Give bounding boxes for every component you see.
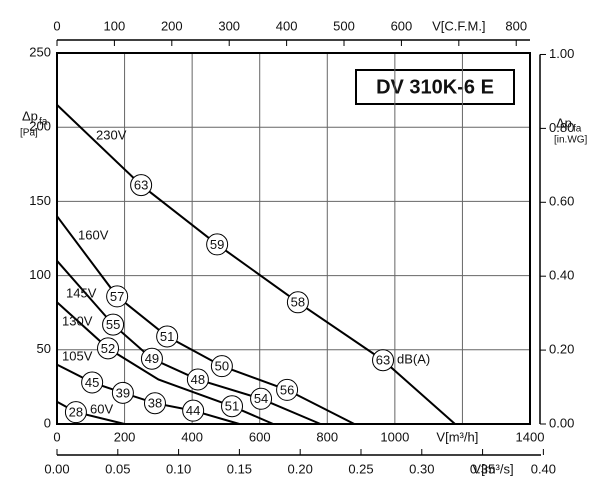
bottom2-tick-label: 0.20: [288, 461, 313, 476]
sound-level-marker: [130, 174, 153, 197]
sound-level-label: 51: [225, 399, 239, 414]
sound-level-marker: [140, 347, 163, 370]
y2-tick-label: 0.00: [549, 415, 574, 430]
bottom2-tick-label: 0.00: [44, 461, 69, 476]
sound-level-label: 58: [291, 295, 305, 310]
sound-level-marker: [221, 395, 244, 418]
axis-label-unit: [in.WG]: [554, 135, 588, 146]
sound-level-label: 28: [69, 405, 83, 420]
curve: [56, 215, 355, 425]
x-tick-label: 1400: [516, 429, 545, 444]
curve: [56, 301, 274, 425]
sound-unit-label: dB(A): [397, 352, 430, 367]
sound-level-marker: [186, 368, 209, 391]
chart-title: DV 310K-6 E: [376, 76, 494, 98]
top-tick-label: 500: [333, 18, 355, 33]
sound-level-label: 44: [186, 403, 200, 418]
bottom2-tick-label: 0.05: [105, 461, 130, 476]
y-tick-label: 100: [29, 267, 51, 282]
sound-level-marker: [156, 325, 179, 348]
title-box: [355, 69, 515, 105]
sound-level-label: 49: [145, 351, 159, 366]
sound-level-label: 54: [254, 391, 268, 406]
x-tick-label: V[m³/h]: [436, 429, 478, 444]
sound-level-marker: [286, 291, 309, 314]
x-tick-label: 0: [53, 429, 60, 444]
top-tick-label: 0: [53, 18, 60, 33]
y2-tick-label: 0.60: [549, 194, 574, 209]
sound-level-marker: [143, 392, 166, 415]
bottom2-tick-label: 0.10: [166, 461, 191, 476]
sound-level-label: 55: [106, 317, 120, 332]
sound-level-marker: [372, 349, 395, 372]
y-tick-label: 0: [44, 415, 51, 430]
axis-label-subscript: fa: [39, 117, 48, 128]
sound-level-label: 45: [85, 375, 99, 390]
curve: [56, 104, 456, 425]
x-tick-label: 200: [114, 429, 136, 444]
legend-label: 230V: [96, 127, 127, 142]
bottom2-tick-label: 0.35: [470, 461, 495, 476]
sound-level-label: 39: [116, 385, 130, 400]
sound-level-label: 63: [134, 178, 148, 193]
sound-level-marker: [64, 401, 87, 424]
sound-level-marker: [182, 399, 205, 422]
legend-label: 60V: [90, 401, 113, 416]
y-tick-label: 150: [29, 193, 51, 208]
sound-level-label: 57: [110, 289, 124, 304]
sound-level-label: 48: [191, 372, 205, 387]
axis-label-subscript: fa: [573, 124, 582, 135]
sound-level-label: 50: [215, 359, 229, 374]
y2-tick-label: 0.20: [549, 342, 574, 357]
sound-level-marker: [97, 337, 120, 360]
x-tick-label: 600: [249, 429, 271, 444]
sound-level-label: 59: [210, 237, 224, 252]
axis-label-symbol: Δp: [22, 108, 38, 123]
y2-tick-label: 1.00: [549, 46, 574, 61]
sound-level-marker: [102, 313, 125, 336]
sound-level-marker: [206, 233, 229, 256]
top-tick-label: 300: [218, 18, 240, 33]
y-tick-label: 50: [37, 341, 51, 356]
bottom2-tick-label: 0.30: [409, 461, 434, 476]
sound-level-label: 52: [101, 341, 115, 356]
legend-label: 160V: [78, 227, 109, 242]
bottom2-tick-label: 0.15: [227, 461, 252, 476]
sound-level-marker: [210, 355, 233, 378]
sound-level-marker: [111, 381, 134, 404]
y-tick-label: 250: [29, 44, 51, 59]
sound-level-marker: [81, 371, 104, 394]
top-tick-label: 600: [391, 18, 413, 33]
legend-label: 105V: [62, 348, 93, 363]
sound-level-label: 51: [160, 329, 174, 344]
sound-level-label: 38: [148, 396, 162, 411]
top-tick-label: 800: [505, 18, 527, 33]
bottom2-tick-label: 0.40: [531, 461, 556, 476]
top-tick-label: 400: [276, 18, 298, 33]
bottom2-tick-label: 0.25: [348, 461, 373, 476]
x-tick-label: 800: [316, 429, 338, 444]
legend-label: 130V: [62, 313, 93, 328]
sound-level-marker: [250, 387, 273, 410]
top-tick-label: 100: [104, 18, 126, 33]
x-tick-label: 1000: [380, 429, 409, 444]
y-tick-label: 200: [29, 119, 51, 134]
sound-level-marker: [106, 285, 129, 308]
x-tick-label: 400: [181, 429, 203, 444]
sound-level-label: 56: [280, 382, 294, 397]
y2-tick-label: 0.40: [549, 268, 574, 283]
bottom2-axis-label: V[m³/s]: [472, 461, 513, 476]
top-tick-label: 200: [161, 18, 183, 33]
y2-tick-label: 0.80: [549, 120, 574, 135]
legend-label: 145V: [66, 285, 97, 300]
top-tick-label: V[C.F.M.]: [432, 18, 485, 33]
axis-label-unit: [Pa]: [20, 128, 38, 139]
plot-frame: [56, 52, 531, 425]
sound-level-marker: [276, 378, 299, 401]
axis-label-symbol: Δp: [556, 115, 572, 130]
curve: [56, 260, 321, 425]
sound-level-label: 63: [376, 353, 390, 368]
